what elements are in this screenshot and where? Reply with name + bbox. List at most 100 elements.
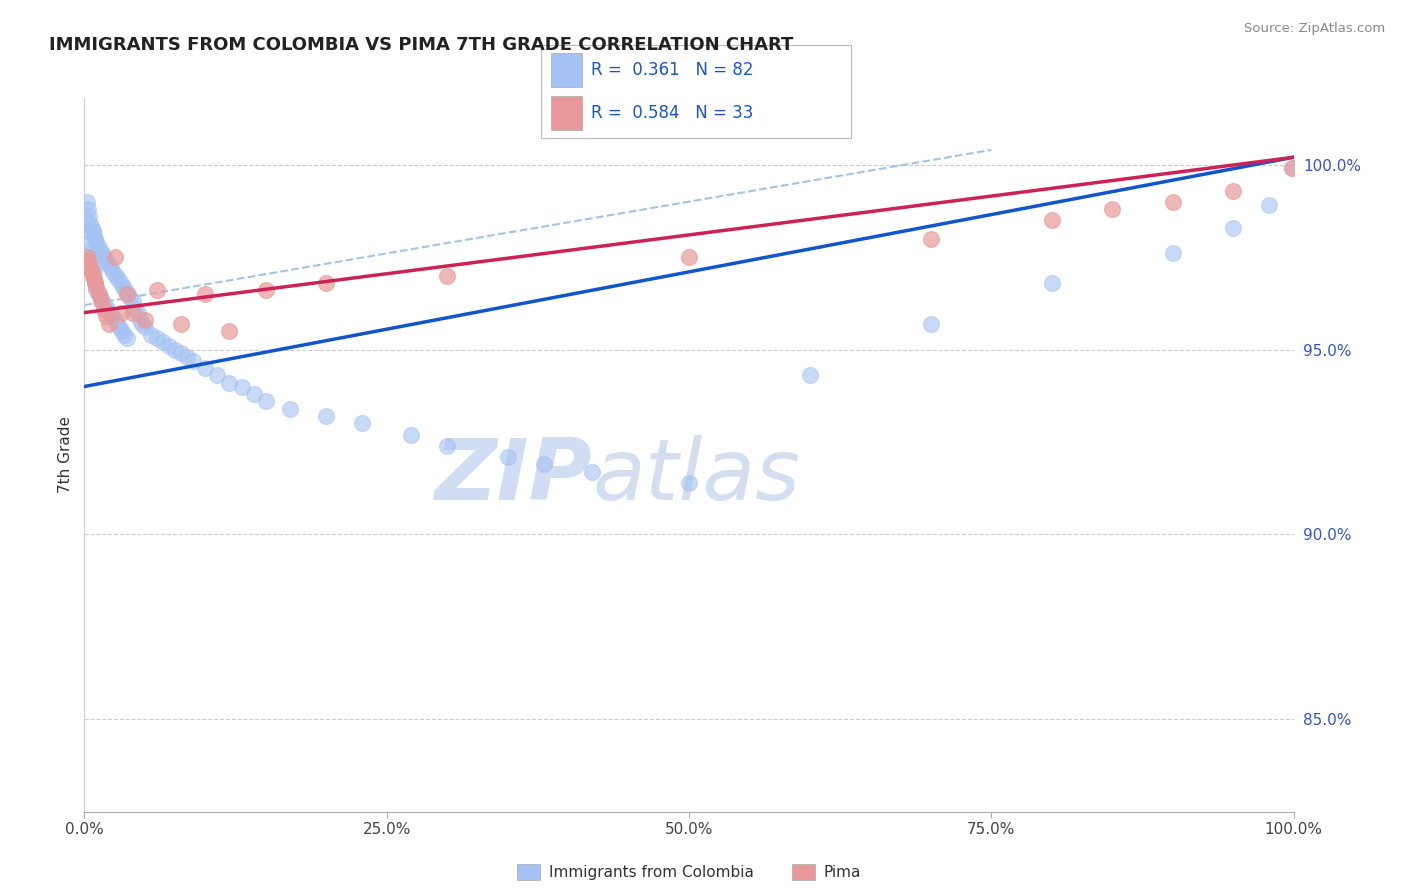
Point: [77, 224, 100, 238]
Point: [1161, 246, 1184, 260]
Point: [77, 202, 100, 216]
Text: R =  0.584   N = 33: R = 0.584 N = 33: [591, 104, 754, 122]
Point: [100, 261, 122, 276]
Point: [104, 313, 127, 327]
Point: [104, 268, 127, 283]
Point: [218, 376, 240, 390]
Point: [79, 243, 101, 257]
Point: [315, 276, 337, 290]
Point: [76, 250, 98, 264]
Point: [533, 457, 555, 471]
Point: [1258, 198, 1281, 212]
Y-axis label: 7th Grade: 7th Grade: [58, 417, 73, 493]
Point: [86, 235, 108, 250]
Point: [1101, 202, 1123, 216]
Point: [94, 298, 117, 312]
Point: [170, 317, 193, 331]
Point: [920, 317, 942, 331]
Point: [110, 276, 132, 290]
Point: [1281, 161, 1303, 176]
Point: [94, 253, 117, 268]
Point: [157, 339, 180, 353]
Point: [181, 353, 204, 368]
Point: [134, 320, 156, 334]
Point: [399, 427, 422, 442]
Point: [194, 287, 217, 301]
Point: [678, 475, 700, 490]
Point: [83, 265, 105, 279]
Point: [112, 279, 135, 293]
Point: [139, 327, 162, 342]
Point: [80, 220, 103, 235]
Point: [98, 305, 121, 319]
Point: [84, 276, 107, 290]
Point: [120, 291, 142, 305]
Point: [115, 287, 138, 301]
Point: [79, 217, 101, 231]
Point: [97, 258, 120, 272]
Point: [152, 335, 174, 350]
Point: [121, 305, 143, 319]
Point: [114, 284, 136, 298]
Point: [315, 409, 337, 423]
Point: [96, 301, 118, 316]
Point: [1281, 161, 1303, 176]
Point: [115, 331, 138, 345]
Point: [112, 327, 135, 342]
Point: [84, 276, 107, 290]
Point: [496, 450, 519, 464]
Point: [110, 305, 132, 319]
Point: [104, 250, 127, 264]
Point: [94, 310, 117, 324]
Point: [89, 243, 111, 257]
Point: [83, 272, 105, 286]
Point: [121, 294, 143, 309]
Point: [1040, 213, 1063, 227]
Point: [131, 317, 153, 331]
Point: [86, 284, 108, 298]
Point: [91, 294, 114, 309]
Point: [93, 250, 115, 264]
Point: [77, 210, 100, 224]
Point: [920, 232, 942, 246]
Point: [165, 343, 187, 357]
Point: [678, 250, 700, 264]
Point: [146, 284, 169, 298]
Point: [80, 265, 103, 279]
Text: IMMIGRANTS FROM COLOMBIA VS PIMA 7TH GRADE CORRELATION CHART: IMMIGRANTS FROM COLOMBIA VS PIMA 7TH GRA…: [49, 36, 793, 54]
Point: [436, 268, 458, 283]
Point: [82, 268, 104, 283]
Point: [134, 313, 156, 327]
Legend: Immigrants from Colombia, Pima: Immigrants from Colombia, Pima: [510, 858, 868, 886]
Point: [799, 368, 821, 383]
Point: [1222, 220, 1244, 235]
FancyBboxPatch shape: [551, 53, 582, 87]
Point: [105, 317, 128, 331]
Point: [90, 291, 112, 305]
Point: [86, 239, 108, 253]
Point: [231, 379, 253, 393]
Point: [207, 368, 229, 383]
Point: [1040, 276, 1063, 290]
Point: [581, 465, 603, 479]
Text: ZIP: ZIP: [434, 434, 592, 518]
Point: [80, 250, 103, 264]
FancyBboxPatch shape: [551, 96, 582, 130]
Point: [1161, 194, 1184, 209]
Point: [124, 301, 146, 316]
Point: [90, 294, 112, 309]
Point: [77, 235, 100, 250]
Point: [254, 284, 277, 298]
Point: [107, 272, 129, 286]
Point: [254, 394, 277, 409]
Point: [278, 401, 301, 416]
Text: R =  0.361   N = 82: R = 0.361 N = 82: [591, 61, 754, 78]
Point: [127, 305, 149, 319]
Point: [103, 265, 125, 279]
Point: [83, 227, 105, 242]
Point: [93, 301, 115, 316]
Point: [91, 246, 114, 260]
Point: [87, 287, 110, 301]
Point: [79, 261, 101, 276]
Point: [436, 439, 458, 453]
